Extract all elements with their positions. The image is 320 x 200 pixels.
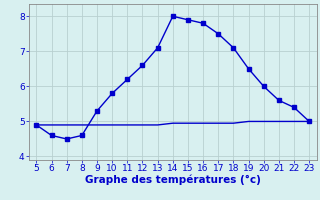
X-axis label: Graphe des températures (°c): Graphe des températures (°c) xyxy=(85,175,261,185)
